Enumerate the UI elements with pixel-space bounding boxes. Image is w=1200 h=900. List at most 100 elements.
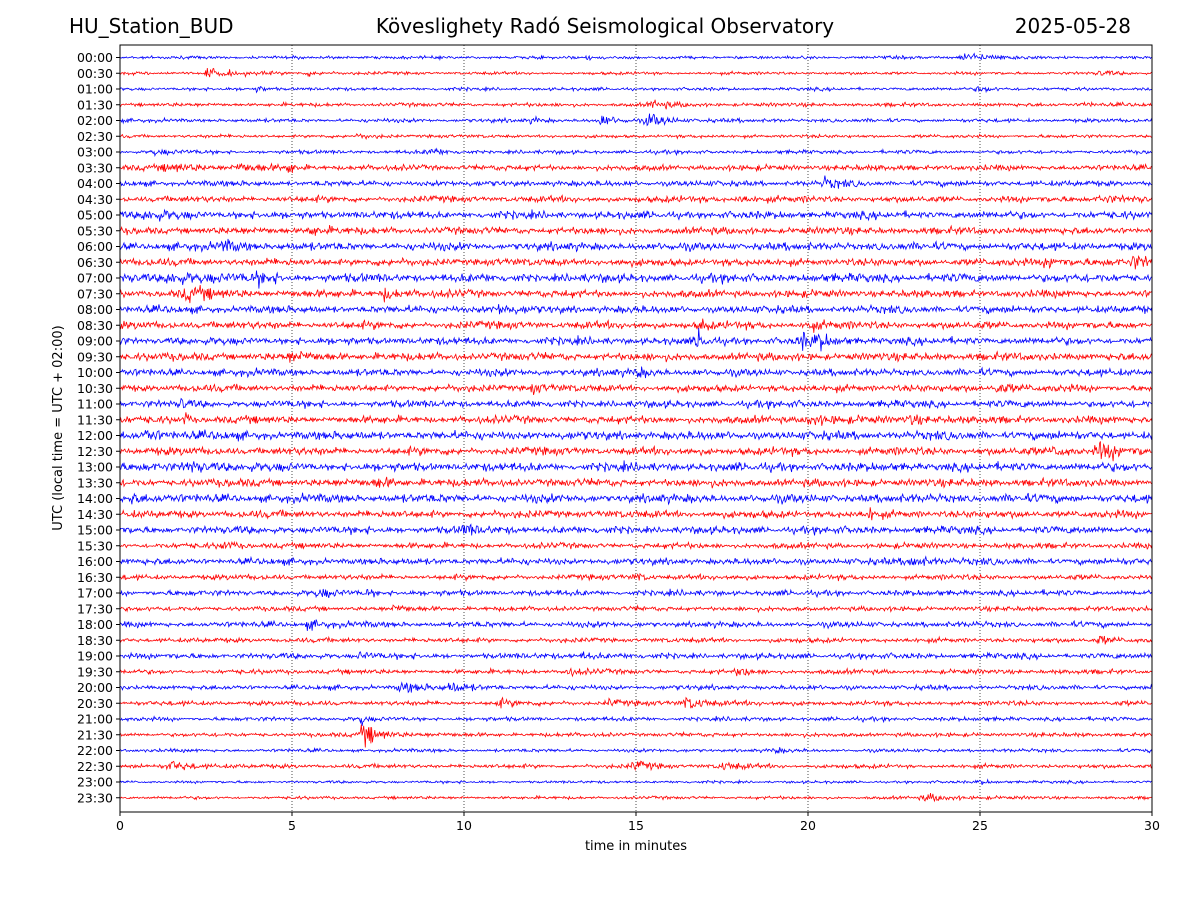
x-tick-label: 25 (972, 818, 988, 833)
y-tick-label: 21:00 (77, 712, 113, 727)
y-tick-label: 16:00 (77, 554, 113, 569)
trace-1300 (119, 460, 1153, 474)
y-tick-label: 18:30 (77, 633, 113, 648)
y-tick-label: 08:30 (77, 318, 113, 333)
y-tick-label: 10:00 (77, 365, 113, 380)
y-tick-label: 17:30 (77, 601, 113, 616)
y-tick-label: 05:00 (77, 208, 113, 223)
chart-header: HU_Station_BUD Köveslighety Radó Seismol… (0, 14, 1200, 44)
y-tick-label: 14:30 (77, 507, 113, 522)
trace-2030 (119, 696, 1152, 709)
x-axis-label: time in minutes (585, 839, 687, 854)
y-tick-label: 23:30 (77, 790, 113, 805)
y-tick-label: 20:00 (77, 680, 113, 695)
trace-1200 (119, 429, 1153, 442)
y-tick-label: 21:30 (77, 727, 113, 742)
seismogram-traces (119, 52, 1153, 803)
trace-0400 (119, 175, 1153, 189)
x-tick-label: 15 (628, 818, 644, 833)
trace-0330 (119, 162, 1153, 174)
trace-1700 (119, 588, 1153, 599)
date-label: 2025-05-28 (1014, 14, 1131, 38)
y-tick-label: 00:00 (77, 50, 113, 65)
y-tick-label: 08:00 (77, 302, 113, 317)
trace-2100 (120, 715, 1153, 726)
y-tick-label: 02:30 (77, 129, 113, 144)
y-tick-label: 18:00 (77, 617, 113, 632)
trace-1500 (119, 523, 1153, 536)
trace-1800 (119, 619, 1153, 631)
trace-0930 (119, 350, 1153, 363)
trace-1630 (119, 572, 1153, 582)
trace-0630 (119, 254, 1153, 270)
trace-1100 (119, 397, 1153, 410)
trace-2200 (119, 747, 1153, 755)
y-tick-label: 10:30 (77, 381, 113, 396)
trace-2230 (119, 760, 1153, 772)
y-tick-label: 09:00 (77, 334, 113, 349)
y-tick-label: 00:30 (77, 66, 113, 81)
y-tick-label: 03:30 (77, 160, 113, 175)
y-tick-label: 13:30 (77, 475, 113, 490)
trace-0430 (119, 193, 1153, 205)
trace-2330 (119, 793, 1153, 803)
trace-0100 (119, 85, 1153, 94)
chart-title: Köveslighety Radó Seismological Observat… (375, 14, 835, 38)
y-tick-label: 14:00 (77, 491, 113, 506)
x-axis: 0 5 10 15 20 25 30 (116, 812, 1160, 833)
trace-1600 (119, 555, 1153, 567)
trace-0800 (119, 303, 1153, 316)
trace-0200 (119, 113, 1153, 127)
y-tick-label: 06:30 (77, 255, 113, 270)
y-axis-label: UTC (local time = UTC + 02:00) (51, 325, 66, 530)
y-tick-label: 16:30 (77, 570, 113, 585)
trace-0030 (119, 67, 1153, 78)
y-tick-label: 12:30 (77, 444, 113, 459)
trace-1030 (119, 383, 1153, 395)
y-tick-label: 11:00 (77, 397, 113, 412)
y-tick-label: 23:00 (77, 775, 113, 790)
y-tick-label: 15:00 (77, 523, 113, 538)
trace-2300 (119, 778, 1153, 785)
y-tick-label: 13:00 (77, 460, 113, 475)
y-tick-label: 02:00 (77, 113, 113, 128)
trace-1130 (119, 412, 1153, 426)
y-axis: 00:0000:3001:0001:3002:0002:3003:0003:30… (77, 50, 120, 805)
y-tick-label: 20:30 (77, 696, 113, 711)
y-tick-label: 22:00 (77, 743, 113, 758)
trace-1400 (119, 492, 1153, 506)
trace-0130 (119, 99, 1153, 110)
y-tick-label: 04:00 (77, 176, 113, 191)
y-tick-label: 03:00 (77, 145, 113, 160)
trace-1730 (119, 604, 1153, 614)
trace-1900 (119, 651, 1153, 661)
y-tick-label: 07:30 (77, 286, 113, 301)
trace-1330 (119, 476, 1153, 489)
x-tick-label: 5 (288, 818, 296, 833)
trace-0600 (119, 238, 1153, 253)
trace-0500 (119, 208, 1153, 222)
y-tick-label: 01:00 (77, 82, 113, 97)
trace-1930 (119, 666, 1153, 678)
trace-1230 (119, 441, 1153, 462)
trace-1430 (119, 507, 1153, 521)
trace-0830 (119, 318, 1153, 333)
station-label: HU_Station_BUD (69, 14, 234, 38)
trace-0230 (119, 133, 1153, 141)
y-tick-label: 06:00 (77, 239, 113, 254)
trace-2000 (119, 681, 1153, 694)
trace-2130 (119, 724, 1152, 748)
y-tick-label: 12:00 (77, 428, 113, 443)
y-tick-label: 01:30 (77, 97, 113, 112)
trace-0730 (119, 284, 1153, 304)
y-tick-label: 04:30 (77, 192, 113, 207)
trace-0530 (119, 224, 1153, 237)
y-tick-label: 19:00 (77, 649, 113, 664)
trace-1830 (119, 635, 1153, 645)
x-tick-label: 0 (116, 818, 124, 833)
trace-0300 (119, 147, 1153, 157)
trace-1530 (119, 540, 1153, 551)
grid-lines (291, 45, 981, 812)
y-tick-label: 17:00 (77, 586, 113, 601)
